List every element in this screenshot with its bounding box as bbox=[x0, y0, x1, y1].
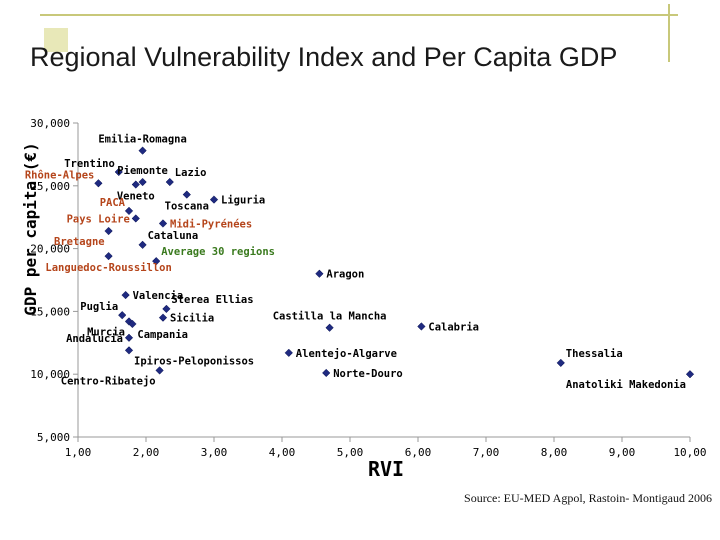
data-point-label: Piemonte bbox=[117, 165, 168, 177]
chart-points bbox=[94, 146, 695, 379]
data-point bbox=[325, 323, 334, 332]
x-tick-label: 4,00 bbox=[269, 446, 296, 459]
data-point-label: Centro-Ribatejo bbox=[61, 375, 156, 387]
x-tick-label: 5,00 bbox=[337, 446, 364, 459]
data-point-label: Pays Loire bbox=[67, 213, 130, 225]
y-tick-label: 10,000 bbox=[30, 368, 70, 381]
x-tick-label: 6,00 bbox=[405, 446, 432, 459]
data-point bbox=[155, 366, 164, 375]
data-point bbox=[158, 313, 168, 322]
data-point-label: Thessalia bbox=[566, 348, 623, 360]
title-decor-horizontal-line bbox=[40, 14, 678, 16]
y-tick-label: 5,000 bbox=[37, 431, 70, 444]
y-tick-label: 30,000 bbox=[30, 117, 70, 130]
data-point bbox=[158, 219, 168, 228]
data-point bbox=[556, 358, 565, 368]
y-tick-label: 20,000 bbox=[30, 243, 70, 256]
data-point bbox=[138, 177, 147, 187]
data-point-label: Ipiros-Peloponissos bbox=[134, 355, 254, 367]
data-point-label: Toscana bbox=[165, 201, 209, 213]
x-tick-label: 2,00 bbox=[133, 446, 160, 459]
data-point-label: Alentejo-Algarve bbox=[296, 348, 397, 360]
data-point bbox=[152, 257, 161, 266]
x-tick-label: 10,00 bbox=[673, 446, 706, 459]
data-point-label: Aragon bbox=[326, 269, 364, 281]
data-point-label: Puglia bbox=[80, 301, 118, 313]
data-point-label: Campania bbox=[137, 329, 188, 341]
data-point-label: PACA bbox=[100, 197, 126, 209]
data-point-label: Lazio bbox=[175, 167, 207, 179]
y-tick-label: 25,000 bbox=[30, 180, 70, 193]
data-point bbox=[138, 146, 147, 155]
y-axis-title: GDP per capita (€) bbox=[21, 142, 40, 315]
source-note: Source: EU-MED Agpol, Rastoin- Montigaud… bbox=[464, 491, 712, 505]
data-point-label: Sterea Ellias bbox=[171, 294, 253, 306]
data-point bbox=[417, 322, 426, 331]
data-point bbox=[315, 269, 324, 278]
data-point bbox=[165, 177, 174, 187]
data-point bbox=[124, 346, 134, 355]
y-tick-label: 15,000 bbox=[30, 305, 70, 318]
x-tick-label: 1,00 bbox=[65, 446, 92, 459]
data-point bbox=[182, 190, 191, 199]
data-point-label: Midi-Pyrénées bbox=[170, 218, 252, 230]
data-point-label: Valencia bbox=[133, 290, 184, 302]
x-tick-label: 9,00 bbox=[609, 446, 636, 459]
data-point bbox=[138, 240, 147, 249]
data-point-label: Sicilia bbox=[170, 313, 214, 325]
title-decor-vertical-line bbox=[668, 4, 670, 62]
data-point bbox=[124, 333, 134, 342]
data-point-label: Murcia bbox=[87, 326, 125, 338]
data-point bbox=[322, 368, 331, 378]
data-point bbox=[162, 304, 171, 314]
data-point bbox=[284, 348, 293, 358]
data-point bbox=[94, 179, 103, 188]
data-point-label: Norte-Douro bbox=[333, 368, 403, 380]
data-point bbox=[104, 226, 113, 236]
data-point bbox=[114, 167, 123, 177]
data-point bbox=[121, 290, 130, 300]
data-point-label: Trentino bbox=[64, 158, 115, 170]
x-axis-title: RVI bbox=[368, 457, 404, 481]
data-point-label: Bretagne bbox=[54, 236, 105, 248]
data-point bbox=[131, 180, 140, 189]
data-point-label: Rhône-Alpes bbox=[25, 169, 95, 181]
data-point-label: Calabria bbox=[428, 321, 479, 333]
title-decor-square bbox=[44, 28, 68, 52]
chart-axes bbox=[73, 122, 691, 442]
data-point-label: Emilia-Romagna bbox=[98, 134, 187, 146]
data-point-label: Veneto bbox=[117, 191, 155, 203]
data-point-label: Average 30 regions bbox=[161, 246, 275, 258]
x-tick-label: 7,00 bbox=[473, 446, 500, 459]
data-point-label: Languedoc-Roussillon bbox=[45, 262, 171, 274]
data-point-label: Andalucia bbox=[66, 333, 123, 345]
x-tick-label: 8,00 bbox=[541, 446, 568, 459]
chart-tick-labels: 5,000 10,000 15,000 20,000 25,000 30,000 1,00 2… bbox=[30, 117, 706, 459]
data-point bbox=[104, 251, 113, 261]
data-point bbox=[128, 319, 137, 329]
data-point-label: Liguria bbox=[221, 195, 265, 207]
data-point bbox=[131, 214, 140, 223]
data-point bbox=[124, 206, 134, 216]
data-point bbox=[118, 311, 127, 320]
data-point bbox=[685, 370, 695, 379]
data-point-label: Anatoliki Makedonia bbox=[566, 379, 686, 391]
data-point bbox=[209, 195, 219, 204]
data-point-label: Castilla la Mancha bbox=[273, 311, 387, 323]
slide-title: Regional Vulnerability Index and Per Cap… bbox=[30, 42, 618, 72]
x-tick-label: 3,00 bbox=[201, 446, 228, 459]
data-point-label: Cataluna bbox=[148, 230, 199, 242]
